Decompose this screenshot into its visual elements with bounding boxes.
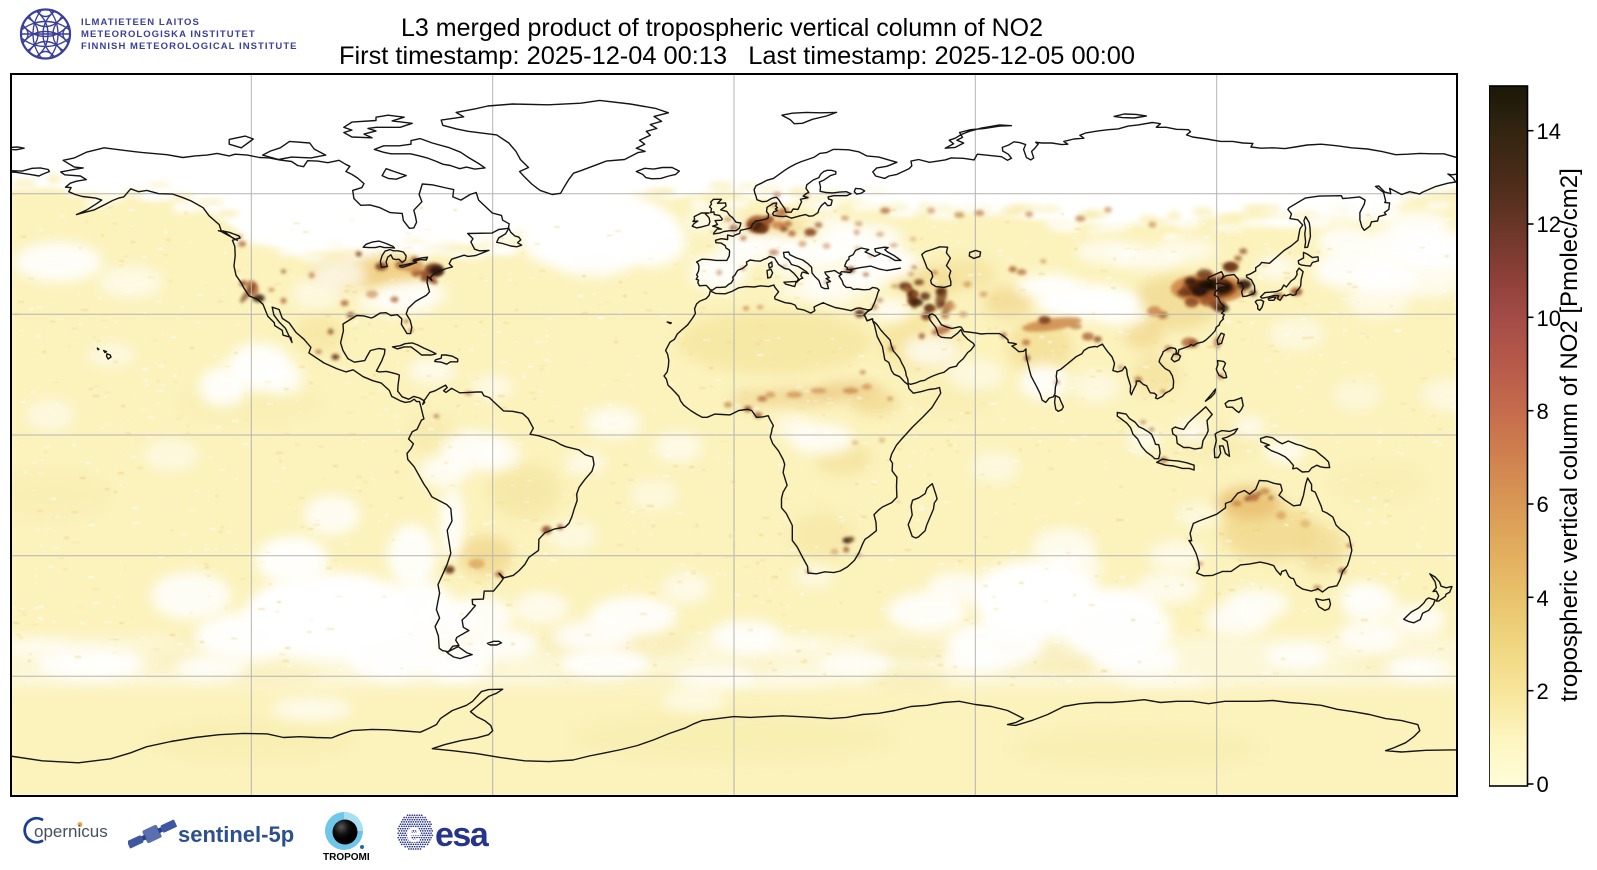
svg-text:TROPOMI: TROPOMI bbox=[323, 852, 370, 863]
svg-text:sentinel-5p: sentinel-5p bbox=[178, 822, 294, 847]
svg-text:esa: esa bbox=[435, 816, 490, 854]
svg-text:opernicus: opernicus bbox=[34, 822, 108, 841]
svg-text:e: e bbox=[406, 817, 422, 848]
